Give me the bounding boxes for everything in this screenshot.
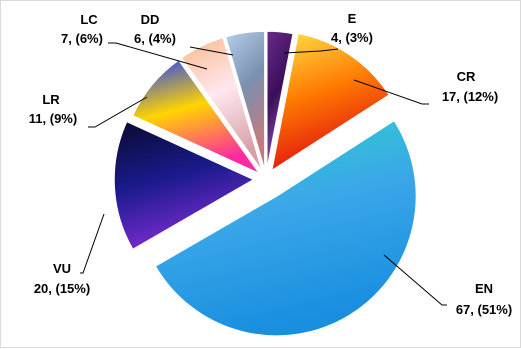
pie-slice-vu (113, 120, 256, 251)
slice-label-value-vu: 20, (15%) (34, 281, 90, 296)
slice-label-value-lc: 7, (6%) (61, 31, 103, 46)
leader-line-lr (88, 96, 148, 128)
pie-slice-en (154, 119, 418, 337)
slice-label-value-e: 4, (3%) (331, 30, 373, 45)
slice-label-value-en: 67, (51%) (456, 302, 512, 317)
slice-label-name-vu: VU (53, 261, 71, 276)
pie-slice-lc (180, 36, 264, 173)
pie-slice-lr (131, 58, 263, 176)
leader-line-vu (80, 213, 105, 274)
pie-slice-e (266, 30, 295, 172)
pie-slice-cr (270, 32, 391, 173)
slice-label-name-cr: CR (457, 69, 476, 84)
slice-label-name-lc: LC (80, 12, 98, 27)
slice-label-name-dd: DD (141, 12, 160, 27)
leader-line-lc (108, 42, 208, 70)
slice-label-value-cr: 17, (12%) (442, 89, 498, 104)
pie-slice-dd (224, 30, 266, 172)
leader-line-dd (189, 46, 234, 56)
leader-line-cr (353, 79, 429, 105)
slice-label-value-dd: 6, (4%) (134, 31, 176, 46)
leader-line-e (283, 48, 339, 54)
slice-label-value-lr: 11, (9%) (29, 111, 77, 126)
slice-label-name-en: EN (475, 281, 493, 296)
slice-label-name-e: E (348, 11, 357, 26)
leader-line-en (383, 254, 447, 306)
slice-label-name-lr: LR (42, 92, 60, 107)
